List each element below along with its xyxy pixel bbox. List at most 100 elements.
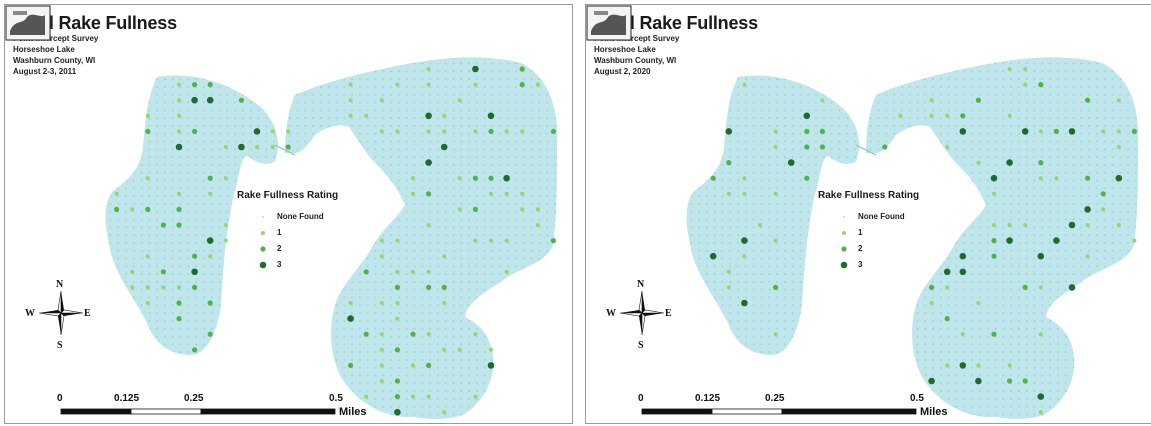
map-subtitle-survey: Point-intercept Survey	[13, 34, 99, 43]
survey-point-rating-2	[160, 222, 166, 228]
survey-point-rating-3	[1068, 128, 1076, 135]
survey-point-rating-1	[945, 113, 950, 118]
legend-title: Rake Fullness Rating	[237, 190, 339, 201]
survey-point-rating-1	[348, 82, 353, 87]
survey-point-rating-2	[394, 394, 400, 400]
map-subtitle-county: Washburn County, WI	[594, 56, 677, 65]
survey-point-rating-1	[426, 82, 431, 87]
scale-bar	[60, 408, 336, 415]
survey-point-rating-1	[177, 191, 181, 196]
compass-rose-icon	[38, 290, 84, 336]
survey-point-rating-1	[945, 145, 950, 149]
survey-point-rating-1	[145, 254, 150, 259]
survey-point-rating-1	[114, 191, 119, 196]
survey-point-rating-2	[441, 284, 447, 290]
survey-point-rating-1	[1085, 223, 1090, 227]
survey-point-rating-2	[1085, 175, 1091, 181]
legend-label-3: 3	[277, 260, 282, 269]
survey-point-rating-2	[114, 206, 120, 212]
survey-point-rating-1	[426, 269, 431, 274]
survey-point-rating-3	[1037, 252, 1045, 260]
survey-point-rating-2	[410, 331, 416, 337]
survey-point-rating-2	[207, 331, 213, 337]
survey-point-rating-1	[426, 129, 431, 134]
survey-point-rating-1	[223, 223, 228, 227]
survey-point-rating-1	[535, 207, 540, 212]
survey-point-rating-1	[411, 394, 415, 399]
survey-point-rating-2	[426, 191, 432, 197]
survey-point-rating-1	[504, 191, 509, 196]
survey-point-rating-1	[992, 223, 996, 227]
compass-east: E	[665, 308, 672, 319]
legend-symbol-1	[842, 231, 846, 235]
survey-point-rating-3	[741, 237, 748, 244]
survey-point-rating-2	[176, 222, 182, 228]
survey-point-rating-1	[223, 145, 228, 149]
survey-point-rating-1	[976, 363, 981, 368]
survey-point-rating-2	[363, 269, 369, 275]
survey-point-rating-2	[192, 347, 198, 353]
survey-point-rating-2	[192, 253, 198, 259]
survey-point-rating-1	[411, 363, 415, 368]
survey-point-rating-1	[426, 394, 431, 399]
survey-point-rating-2	[176, 300, 182, 306]
legend-symbol-2	[841, 246, 847, 252]
survey-point-rating-3	[1068, 221, 1076, 229]
survey-point-rating-3	[928, 377, 935, 385]
survey-point-rating-1	[177, 285, 181, 290]
legend-symbol-1	[261, 231, 265, 235]
survey-point-rating-1	[773, 129, 778, 134]
map-title: Total Rake Fullness	[13, 13, 177, 33]
survey-point-rating-1	[426, 67, 431, 71]
survey-point-rating-1	[130, 269, 135, 274]
survey-point-rating-1	[177, 82, 181, 87]
survey-point-rating-3	[1115, 174, 1123, 182]
survey-point-rating-1	[442, 129, 447, 134]
survey-point-rating-1	[223, 176, 228, 181]
survey-point-rating-2	[726, 160, 732, 166]
compass-north: N	[56, 279, 64, 290]
survey-point-rating-1	[379, 379, 384, 383]
survey-point-rating-1	[208, 254, 213, 259]
survey-point-rating-2	[819, 128, 825, 134]
map-subtitle-date: August 2, 2020	[594, 67, 651, 76]
survey-point-rating-3	[959, 362, 967, 369]
survey-point-rating-1	[1007, 363, 1012, 368]
survey-point-rating-1	[426, 332, 431, 337]
survey-point-rating-1	[535, 223, 540, 227]
survey-point-rating-2	[207, 300, 213, 306]
survey-point-rating-1	[742, 176, 747, 181]
survey-point-rating-1	[379, 363, 384, 368]
scale-unit: Miles	[339, 406, 367, 418]
survey-point-rating-1	[442, 113, 447, 118]
map-subtitle-date: August 2-3, 2011	[13, 67, 77, 76]
legend-label-2: 2	[277, 244, 282, 253]
survey-point-rating-1	[177, 129, 181, 134]
map-subtitle-lake: Horseshoe Lake	[13, 45, 75, 54]
survey-point-rating-1	[1023, 223, 1028, 227]
scale-label-025: 0.25	[765, 393, 785, 404]
survey-point-rating-1	[1038, 129, 1043, 134]
survey-point-rating-2	[519, 82, 525, 88]
survey-point-rating-2	[394, 378, 400, 384]
survey-point-rating-3	[1037, 393, 1045, 400]
scale-label-0: 0	[638, 393, 644, 404]
survey-point-rating-1	[1038, 176, 1043, 181]
survey-point-rating-3	[472, 65, 479, 73]
legend-label-none-found: None Found	[858, 212, 905, 221]
survey-point-rating-2	[960, 113, 966, 119]
survey-point-rating-2	[1038, 160, 1044, 166]
survey-point-rating-1	[161, 285, 166, 290]
compass-rose-icon	[619, 290, 665, 336]
survey-point-rating-1	[945, 363, 950, 368]
survey-point-rating-3	[959, 268, 967, 276]
survey-point-rating-1	[1101, 129, 1106, 134]
survey-point-rating-1	[473, 82, 478, 87]
survey-point-rating-1	[442, 301, 447, 305]
survey-point-rating-1	[929, 113, 934, 118]
legend-title: Rake Fullness Rating	[818, 190, 920, 201]
survey-point-rating-1	[742, 82, 747, 87]
survey-point-rating-2	[882, 144, 888, 150]
survey-point-rating-1	[504, 129, 509, 134]
survey-point-rating-1	[442, 254, 447, 259]
